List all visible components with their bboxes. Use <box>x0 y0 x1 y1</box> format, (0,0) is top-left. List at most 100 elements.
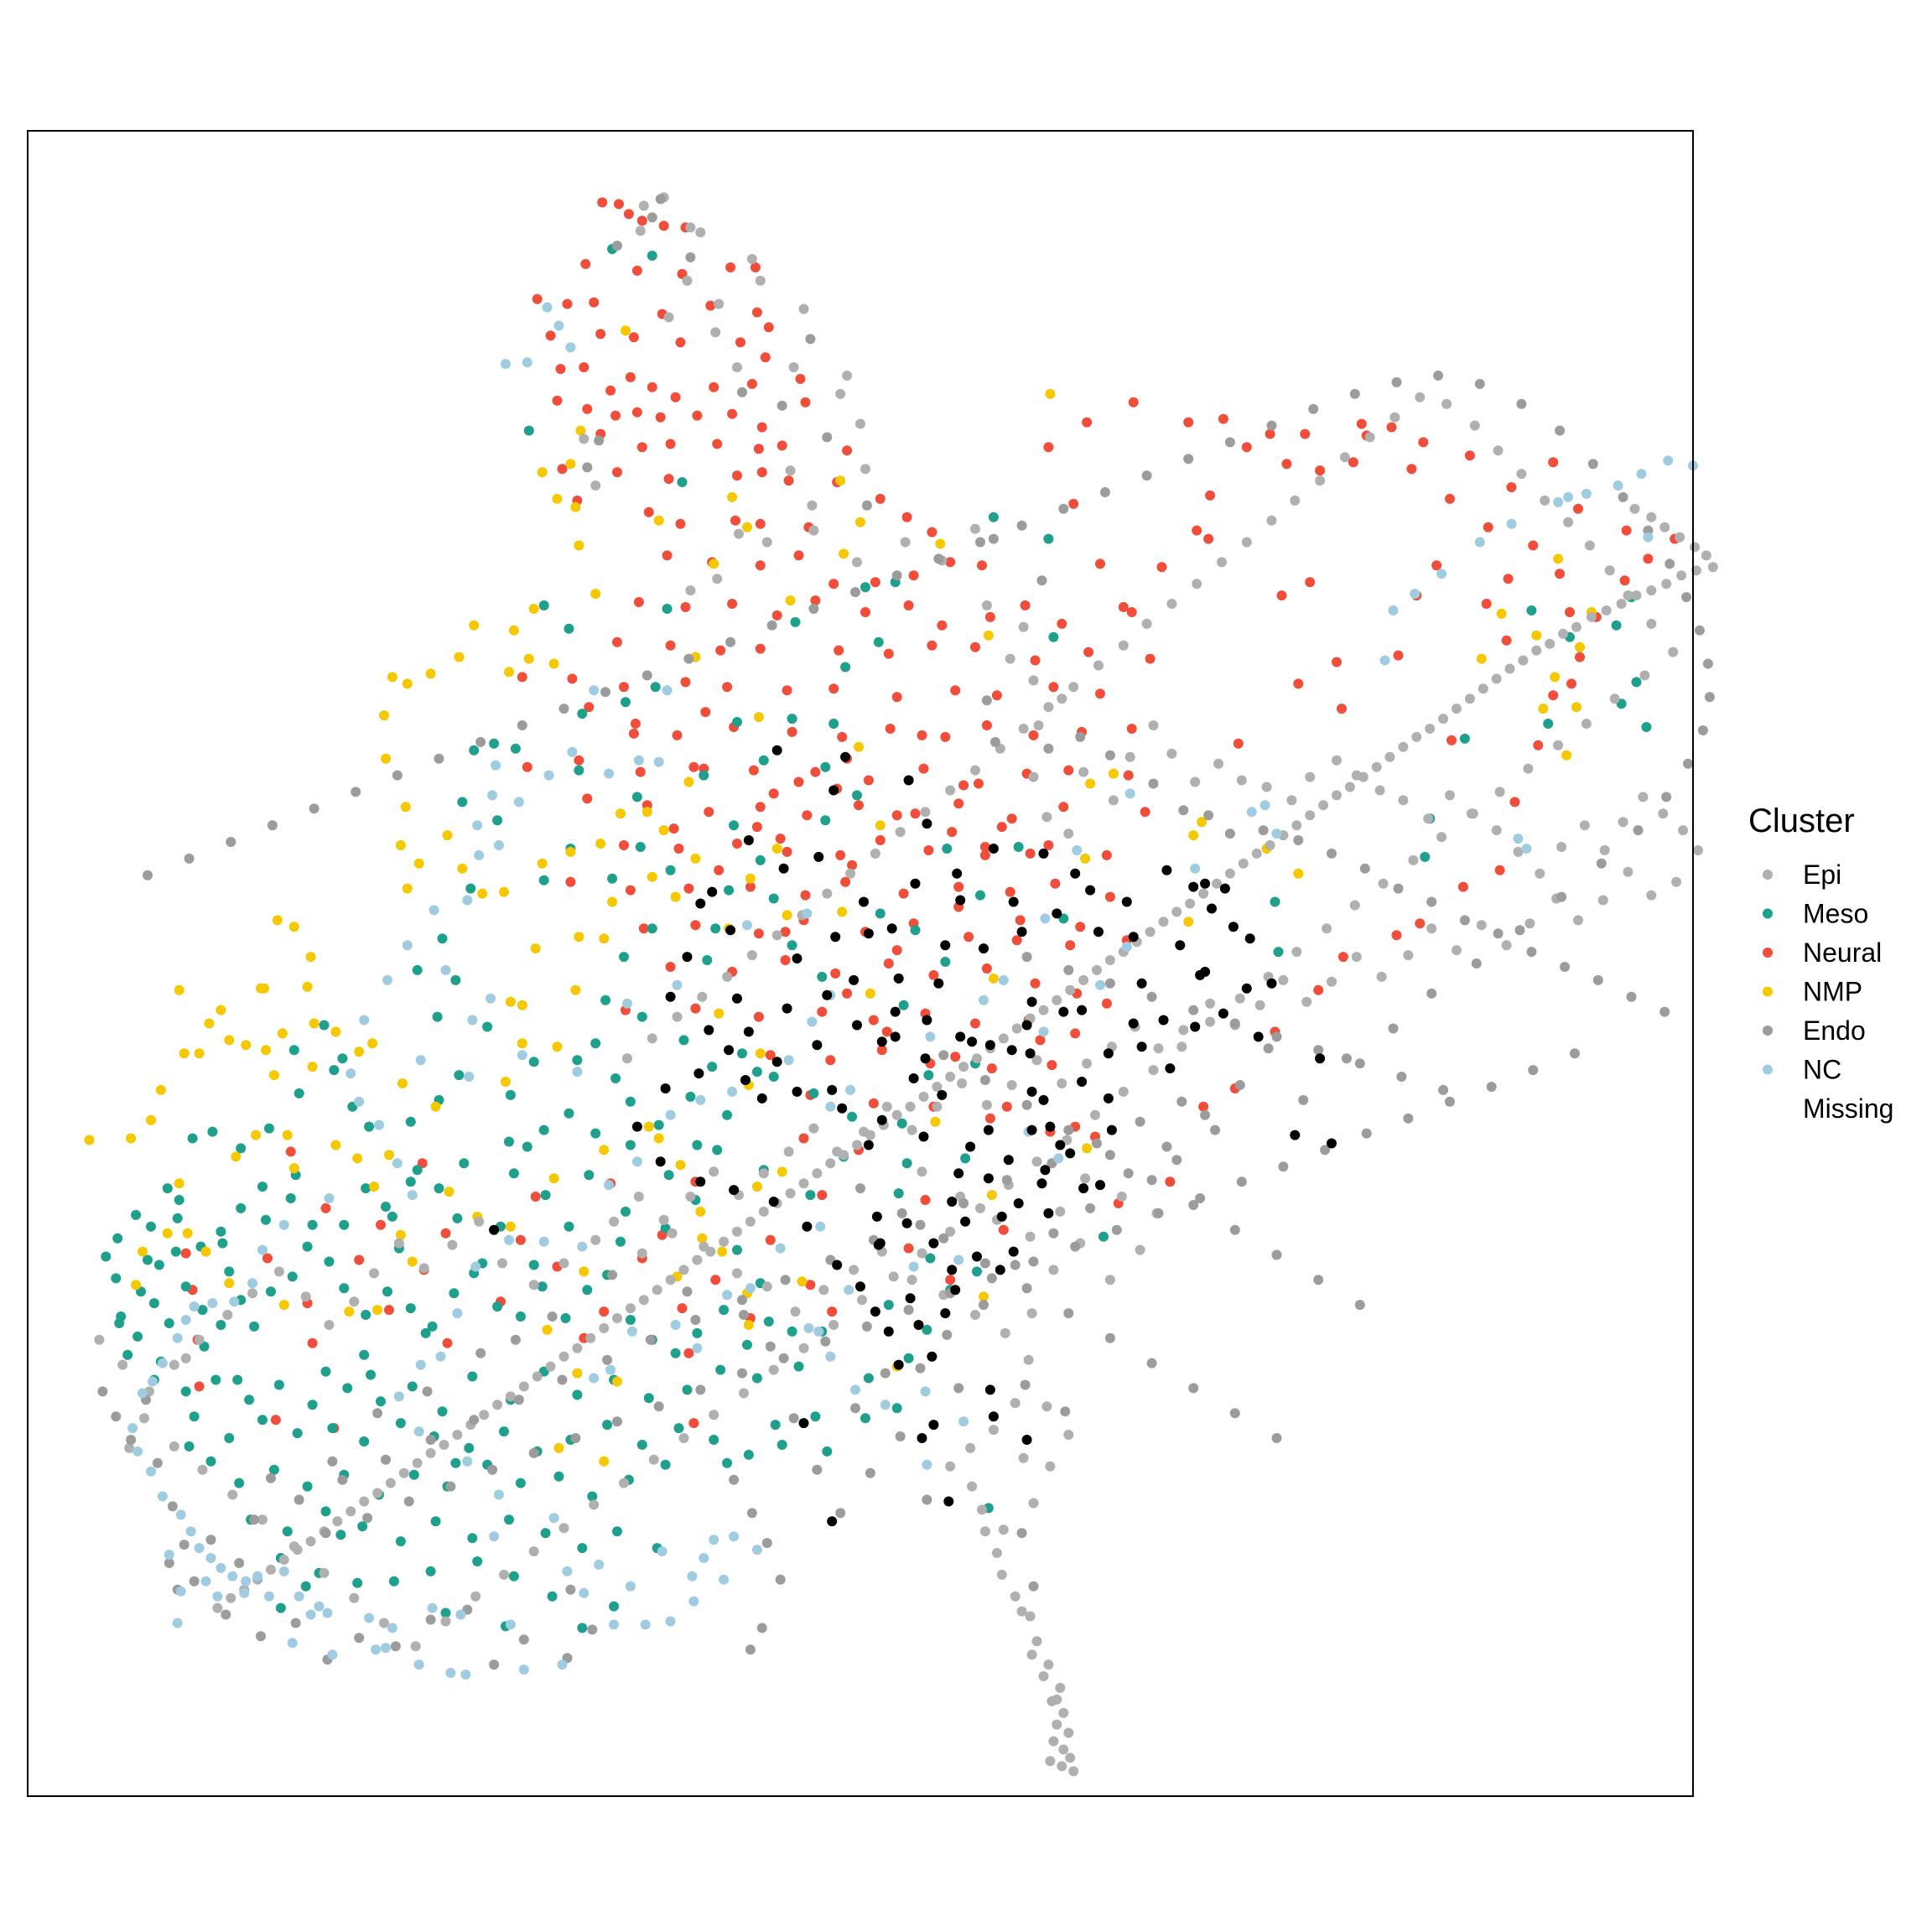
point-nc <box>382 974 392 985</box>
point-nc <box>609 1619 620 1630</box>
point-epi <box>663 312 674 323</box>
point-meso <box>285 1193 296 1203</box>
point-nc <box>922 1459 932 1470</box>
point-endo <box>1188 1383 1199 1394</box>
point-nc <box>1121 942 1132 953</box>
point-neural <box>748 765 759 776</box>
point-endo <box>1224 828 1235 839</box>
point-neural <box>917 730 927 740</box>
point-endo <box>835 1508 846 1519</box>
point-neural <box>795 373 806 384</box>
point-meso <box>1420 851 1431 862</box>
point-neural <box>903 1243 914 1254</box>
point-epi <box>1389 412 1400 423</box>
point-endo <box>776 400 787 411</box>
point-neural <box>636 216 647 226</box>
point-nmp <box>986 1190 997 1201</box>
point-endo <box>896 1208 907 1218</box>
point-meso <box>361 1183 371 1194</box>
point-meso <box>395 1536 406 1547</box>
point-nmp <box>537 467 548 478</box>
legend-marker-meso <box>1763 908 1773 919</box>
point-nc <box>775 1243 786 1254</box>
point-epi <box>1038 1671 1049 1681</box>
point-epi <box>692 1254 703 1265</box>
point-meso <box>820 761 831 772</box>
point-neural <box>665 439 676 449</box>
point-nc <box>387 1623 397 1633</box>
point-epi <box>1305 771 1316 782</box>
point-epi <box>1558 628 1569 639</box>
point-endo <box>1178 805 1189 816</box>
point-meso <box>174 1195 184 1205</box>
point-epi <box>124 1442 135 1453</box>
point-meso <box>224 1266 235 1277</box>
point-meso <box>381 1202 391 1212</box>
point-nmp <box>839 548 849 559</box>
point-missing <box>704 1025 714 1036</box>
point-neural <box>870 577 880 588</box>
point-meso <box>352 1577 363 1588</box>
point-epi <box>755 275 766 286</box>
point-missing <box>822 989 833 1000</box>
point-endo <box>653 1401 664 1412</box>
point-nc <box>227 1571 238 1581</box>
point-nmp <box>138 1246 148 1257</box>
point-endo <box>184 853 195 864</box>
point-endo <box>880 1368 891 1379</box>
point-neural <box>545 330 556 341</box>
point-endo <box>655 194 666 205</box>
point-neural <box>262 1253 273 1264</box>
point-nmp <box>837 906 848 917</box>
point-epi <box>349 1592 360 1603</box>
point-meso <box>146 1221 156 1232</box>
point-nc <box>692 1343 703 1353</box>
point-epi <box>1398 795 1409 806</box>
point-neural <box>898 888 909 899</box>
point-missing <box>893 1359 904 1370</box>
point-meso <box>610 1073 621 1083</box>
point-nc <box>518 1665 529 1675</box>
point-neural <box>1123 770 1134 781</box>
point-endo <box>167 1501 178 1512</box>
point-epi <box>1438 714 1449 724</box>
point-epi <box>732 1226 742 1237</box>
point-neural <box>842 988 853 999</box>
point-nc <box>327 1649 338 1660</box>
point-epi <box>906 1275 917 1285</box>
point-neural <box>683 883 694 894</box>
point-missing <box>918 1131 929 1142</box>
point-nmp <box>1496 608 1507 619</box>
point-neural <box>675 518 686 529</box>
point-meso <box>883 1300 894 1311</box>
point-nmp <box>174 1178 184 1189</box>
point-neural <box>1481 599 1492 609</box>
point-epi <box>1093 660 1104 671</box>
point-neural <box>802 810 813 821</box>
point-epi <box>528 1280 539 1291</box>
point-epi <box>1010 1398 1021 1409</box>
point-meso <box>437 1406 448 1417</box>
point-meso <box>232 1374 243 1385</box>
point-meso <box>677 477 688 487</box>
point-epi <box>589 1499 600 1510</box>
point-epi <box>965 1442 976 1453</box>
point-nc <box>687 1571 698 1581</box>
point-meso <box>293 1088 304 1098</box>
point-endo <box>1195 1193 1206 1203</box>
point-nmp <box>1085 778 1096 789</box>
point-epi <box>822 888 833 899</box>
point-meso <box>164 1318 174 1328</box>
point-neural <box>665 640 676 651</box>
point-missing <box>1038 1094 1049 1105</box>
legend-marker-neural <box>1763 948 1773 958</box>
point-endo <box>737 1368 747 1379</box>
point-meso <box>574 765 584 776</box>
point-missing <box>1052 908 1062 919</box>
point-endo <box>1570 1048 1580 1059</box>
point-epi <box>518 1381 529 1392</box>
point-meso <box>101 1251 112 1262</box>
point-nc <box>322 1607 333 1618</box>
point-epi <box>558 1351 569 1362</box>
